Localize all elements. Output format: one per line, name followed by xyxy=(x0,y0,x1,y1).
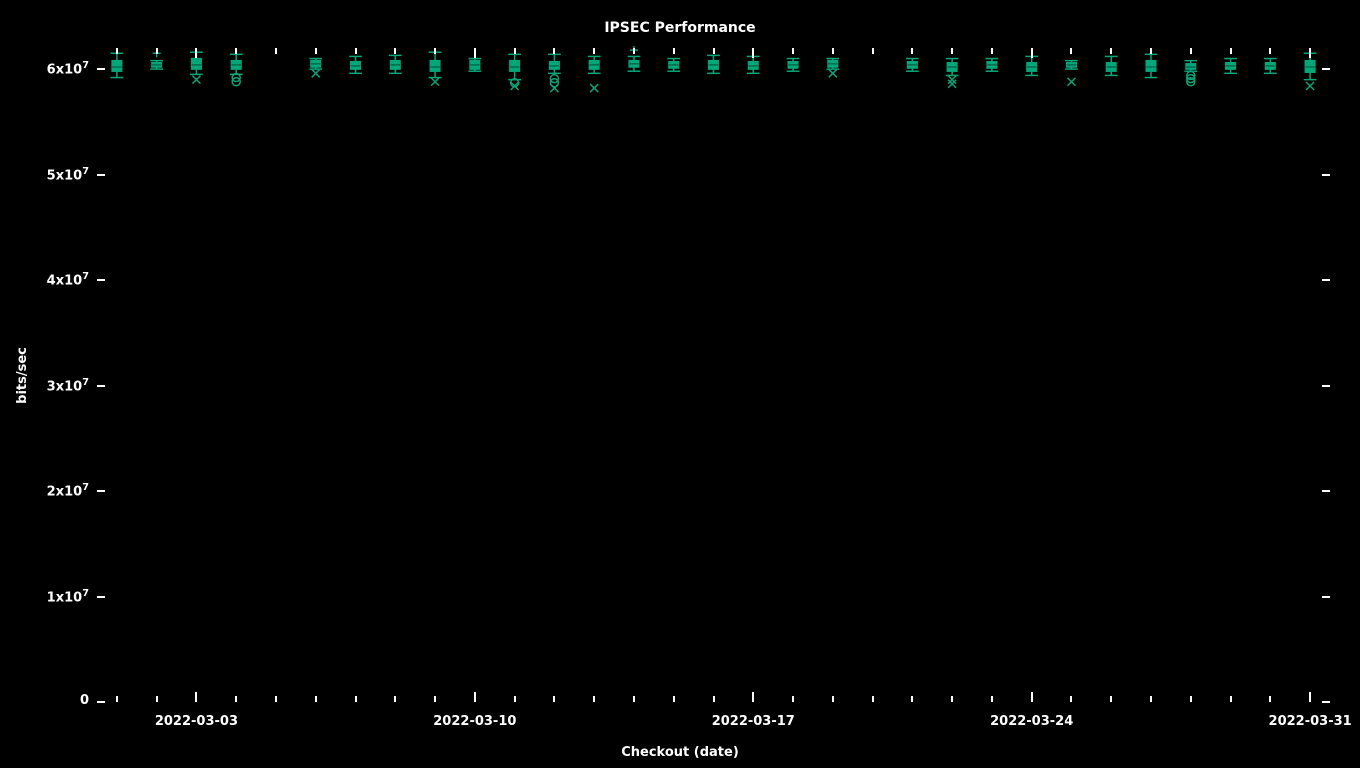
plot-svg xyxy=(97,48,1330,702)
y-tick-mark xyxy=(97,701,105,703)
x-tick-mark xyxy=(1070,696,1072,702)
x-tick-mark xyxy=(1309,692,1311,702)
x-tick-mark xyxy=(911,48,913,54)
x-tick-mark xyxy=(275,48,277,54)
x-tick-mark xyxy=(1230,696,1232,702)
y-tick-mark xyxy=(97,596,105,598)
x-tick-mark xyxy=(1031,692,1033,702)
y-tick-label: 0 xyxy=(80,693,89,708)
x-tick-mark xyxy=(633,48,635,54)
y-tick-label: 2x107 xyxy=(47,482,89,499)
x-tick-mark xyxy=(673,48,675,54)
y-tick-label: 6x107 xyxy=(47,60,89,77)
x-tick-mark xyxy=(872,48,874,54)
x-tick-mark xyxy=(1190,48,1192,54)
x-tick-label: 2022-03-10 xyxy=(433,714,516,729)
x-tick-mark xyxy=(792,48,794,54)
x-tick-mark xyxy=(195,48,197,58)
y-tick-mark xyxy=(1322,701,1330,703)
x-tick-mark xyxy=(553,48,555,54)
x-tick-mark xyxy=(394,48,396,54)
x-tick-mark xyxy=(951,696,953,702)
x-tick-mark xyxy=(195,692,197,702)
x-tick-mark xyxy=(1070,48,1072,54)
y-tick-mark xyxy=(97,68,105,70)
x-tick-label: 2022-03-17 xyxy=(712,714,795,729)
y-tick-mark xyxy=(1322,596,1330,598)
x-tick-mark xyxy=(911,696,913,702)
x-tick-mark xyxy=(792,696,794,702)
x-tick-mark xyxy=(951,48,953,54)
x-tick-mark xyxy=(991,696,993,702)
x-tick-mark xyxy=(1110,48,1112,54)
x-tick-mark xyxy=(1309,48,1311,58)
x-tick-mark xyxy=(713,696,715,702)
x-tick-mark xyxy=(235,696,237,702)
x-tick-mark xyxy=(1150,696,1152,702)
chart-title: IPSEC Performance xyxy=(604,20,755,36)
y-tick-mark xyxy=(1322,385,1330,387)
x-tick-mark xyxy=(1269,48,1271,54)
x-tick-mark xyxy=(116,696,118,702)
y-tick-mark xyxy=(1322,490,1330,492)
y-tick-label: 5x107 xyxy=(47,166,89,183)
y-tick-mark xyxy=(97,174,105,176)
y-tick-mark xyxy=(97,279,105,281)
ipsec-performance-chart: IPSEC Performance bits/sec Checkout (dat… xyxy=(0,0,1360,768)
y-tick-mark xyxy=(1322,279,1330,281)
x-tick-mark xyxy=(434,696,436,702)
x-tick-label: 2022-03-31 xyxy=(1269,714,1352,729)
x-tick-mark xyxy=(235,48,237,54)
y-tick-mark xyxy=(1322,68,1330,70)
y-tick-label: 1x107 xyxy=(47,588,89,605)
x-axis-label: Checkout (date) xyxy=(621,745,739,760)
x-tick-mark xyxy=(514,696,516,702)
x-tick-mark xyxy=(474,692,476,702)
x-tick-mark xyxy=(832,48,834,54)
x-tick-mark xyxy=(116,48,118,54)
x-tick-mark xyxy=(1110,696,1112,702)
y-tick-label: 3x107 xyxy=(47,377,89,394)
x-tick-mark xyxy=(315,48,317,54)
x-tick-mark xyxy=(832,696,834,702)
x-tick-mark xyxy=(1269,696,1271,702)
y-tick-mark xyxy=(97,490,105,492)
x-tick-mark xyxy=(752,48,754,58)
x-tick-mark xyxy=(633,696,635,702)
x-tick-mark xyxy=(394,696,396,702)
x-tick-mark xyxy=(991,48,993,54)
x-tick-label: 2022-03-24 xyxy=(990,714,1073,729)
x-tick-mark xyxy=(156,48,158,54)
x-tick-mark xyxy=(1230,48,1232,54)
x-tick-mark xyxy=(434,48,436,54)
y-tick-mark xyxy=(97,385,105,387)
x-tick-mark xyxy=(355,48,357,54)
y-axis-label: bits/sec xyxy=(15,347,30,404)
x-tick-mark xyxy=(752,692,754,702)
x-tick-mark xyxy=(156,696,158,702)
x-tick-mark xyxy=(514,48,516,54)
x-tick-mark xyxy=(315,696,317,702)
x-tick-mark xyxy=(593,696,595,702)
x-tick-mark xyxy=(1031,48,1033,58)
y-tick-mark xyxy=(1322,174,1330,176)
plot-area xyxy=(97,48,1330,702)
x-tick-mark xyxy=(474,48,476,58)
x-tick-label: 2022-03-03 xyxy=(155,714,238,729)
x-tick-mark xyxy=(355,696,357,702)
x-tick-mark xyxy=(553,696,555,702)
y-tick-label: 4x107 xyxy=(47,271,89,288)
x-tick-mark xyxy=(1190,696,1192,702)
x-tick-mark xyxy=(673,696,675,702)
x-tick-mark xyxy=(1150,48,1152,54)
x-tick-mark xyxy=(872,696,874,702)
x-tick-mark xyxy=(593,48,595,54)
x-tick-mark xyxy=(275,696,277,702)
x-tick-mark xyxy=(713,48,715,54)
